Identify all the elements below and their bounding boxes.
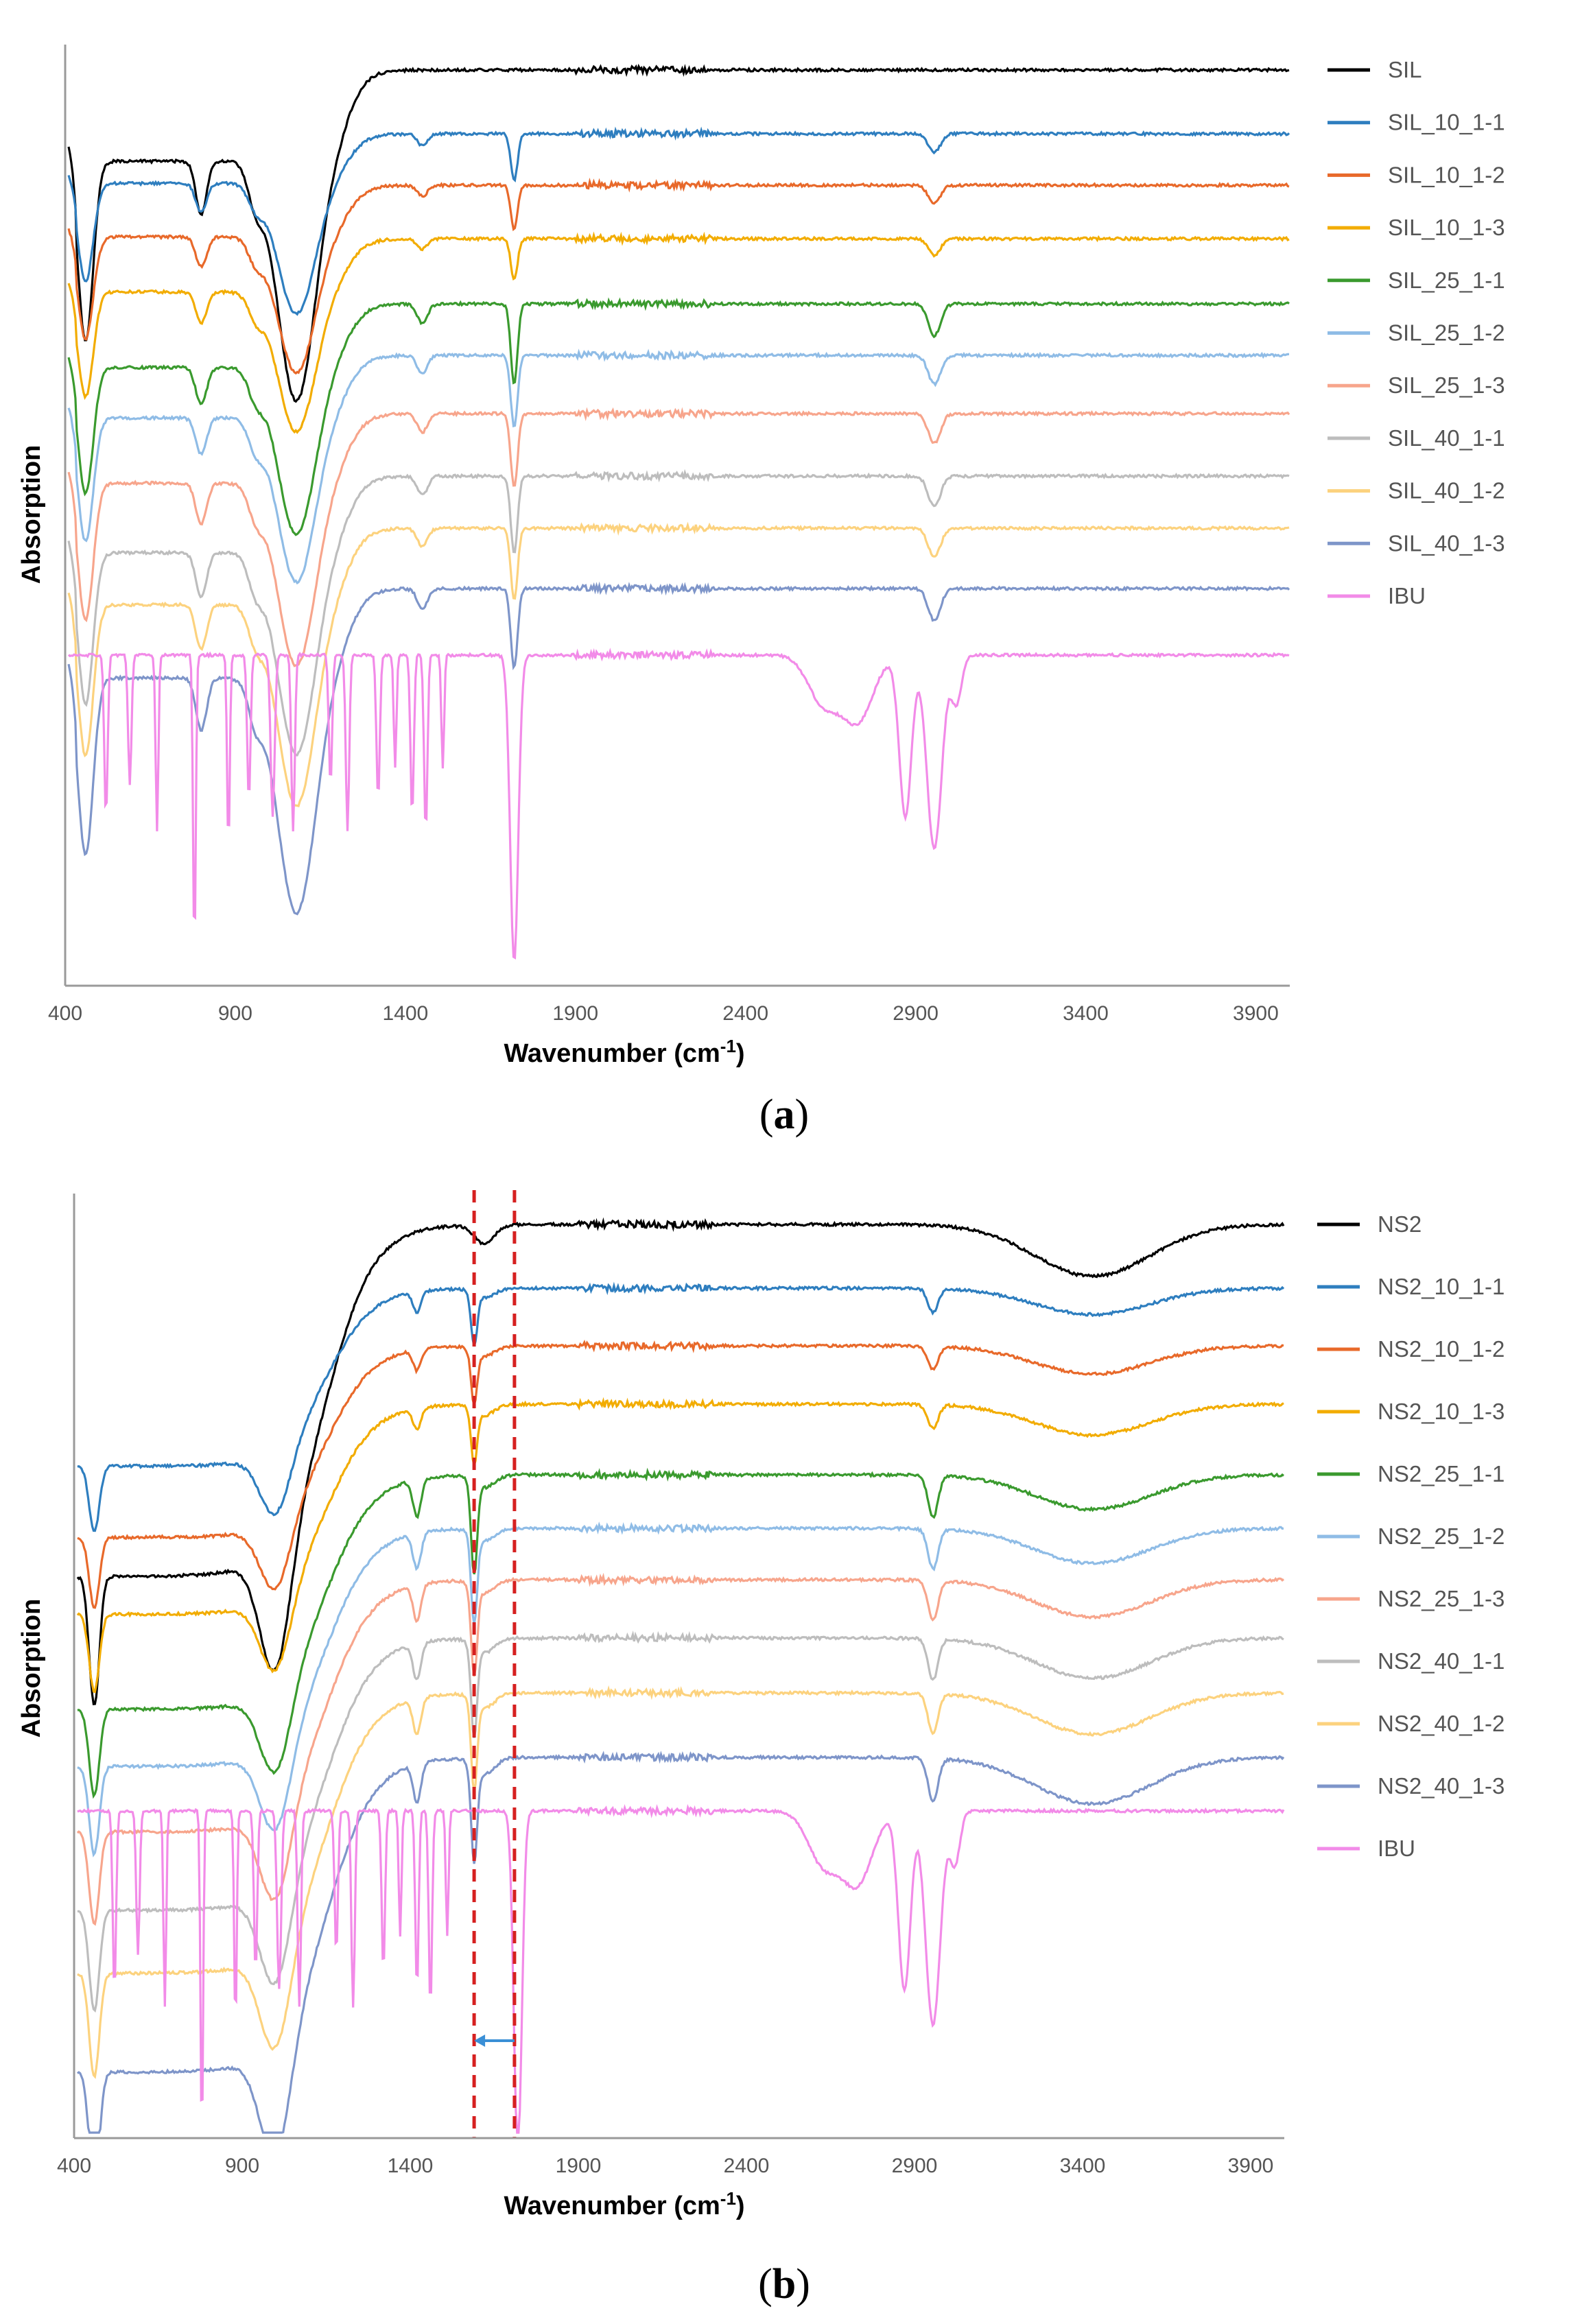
series-line-ns2_25_1-3: [76, 1572, 1285, 1926]
series-line-ns2_10_1-1: [77, 1281, 1285, 1532]
series-line-ibu: [67, 648, 1290, 960]
legend-label: SIL_25_1-3: [1388, 372, 1505, 398]
series-line-ns2_40_1-2: [77, 1685, 1284, 2079]
series-line-sil: [67, 63, 1290, 403]
legend-label: NS2_40_1-3: [1378, 1773, 1505, 1799]
series-line-ns2_10_1-3: [76, 1397, 1284, 1694]
series-line-ns2_25_1-2: [77, 1521, 1284, 1858]
x-tick-label: 3900: [1233, 1002, 1279, 1025]
x-tick-label: 400: [57, 2155, 91, 2177]
x-tick-label: 400: [48, 1002, 82, 1025]
x-tick-label: 2400: [724, 2155, 770, 2177]
legend-label: NS2_10_1-1: [1378, 1274, 1505, 1299]
y-axis-title: Absorption: [17, 445, 46, 584]
series-line-sil_10_1-2: [67, 177, 1290, 375]
legend-label: SIL_40_1-2: [1388, 478, 1505, 503]
x-tick-label: 2900: [892, 2155, 938, 2177]
series-line-sil_25_1-2: [67, 348, 1289, 585]
legend-label: NS2: [1378, 1211, 1421, 1237]
panel-caption: (a): [759, 1091, 809, 1138]
series-line-sil_10_1-3: [67, 231, 1290, 434]
x-tick-label: 1400: [388, 2155, 434, 2177]
legend-label: IBU: [1378, 1836, 1415, 1861]
shift-arrow-head: [474, 2035, 486, 2047]
legend-label: SIL_10_1-2: [1388, 162, 1505, 187]
legend-label: NS2_25_1-2: [1378, 1523, 1505, 1549]
x-tick-label: 3900: [1228, 2155, 1274, 2177]
x-tick-label: 1900: [556, 2155, 602, 2177]
series-line-ns2_10_1-2: [77, 1339, 1284, 1609]
legend-label: NS2_40_1-1: [1378, 1648, 1505, 1674]
legend-label: IBU: [1388, 583, 1426, 608]
series-line-sil_25_1-3: [67, 407, 1290, 667]
x-tick-label: 900: [218, 1002, 252, 1025]
legend-label: SIL_40_1-3: [1388, 530, 1505, 556]
x-tick-label: 3400: [1060, 2155, 1106, 2177]
series-line-ns2_40_1-3: [76, 1751, 1285, 2134]
legend-label: SIL_25_1-2: [1388, 320, 1505, 346]
legend-label: SIL_10_1-3: [1388, 215, 1505, 240]
series-line-sil_10_1-1: [67, 126, 1290, 316]
series-line-sil_40_1-1: [67, 469, 1290, 757]
y-axis-title: Absorption: [17, 1599, 46, 1738]
legend-label: SIL_40_1-1: [1388, 425, 1505, 451]
panel-a-chart: 400 900 1400 1900 2400 2900 3400 3900 Absorptio…: [17, 45, 1505, 1138]
panel-b-chart: 400 900 1400 1900 2400 2900 3400 3900 Absorptio…: [17, 1190, 1505, 2308]
legend-label: NS2_25_1-1: [1378, 1461, 1505, 1486]
x-tick-label: 900: [225, 2155, 259, 2177]
legend-label: SIL: [1388, 57, 1422, 82]
x-axis-title: Wavenumber (cm-1): [504, 1036, 744, 1068]
legend-label: NS2_10_1-2: [1378, 1336, 1505, 1362]
x-tick-label: 2400: [722, 1002, 768, 1025]
legend-label: NS2_25_1-3: [1378, 1586, 1505, 1611]
legend-label: SIL_10_1-1: [1388, 110, 1505, 135]
x-tick-label: 3400: [1063, 1002, 1109, 1025]
x-axis-title: Wavenumber (cm-1): [504, 2188, 744, 2220]
legend-label: NS2_10_1-3: [1378, 1399, 1505, 1424]
x-tick-label: 1900: [552, 1002, 598, 1025]
x-tick-label: 2900: [893, 1002, 939, 1025]
series-line-ibu: [77, 1804, 1285, 2134]
series-line-sil_40_1-2: [67, 521, 1290, 807]
x-tick-label: 1400: [382, 1002, 428, 1025]
legend-label: SIL_25_1-1: [1388, 268, 1505, 293]
legend-label: NS2_40_1-2: [1378, 1711, 1505, 1736]
series-line-sil_25_1-1: [67, 297, 1290, 536]
panel-caption: (b): [758, 2261, 810, 2308]
series-line-ns2_25_1-1: [77, 1467, 1284, 1799]
